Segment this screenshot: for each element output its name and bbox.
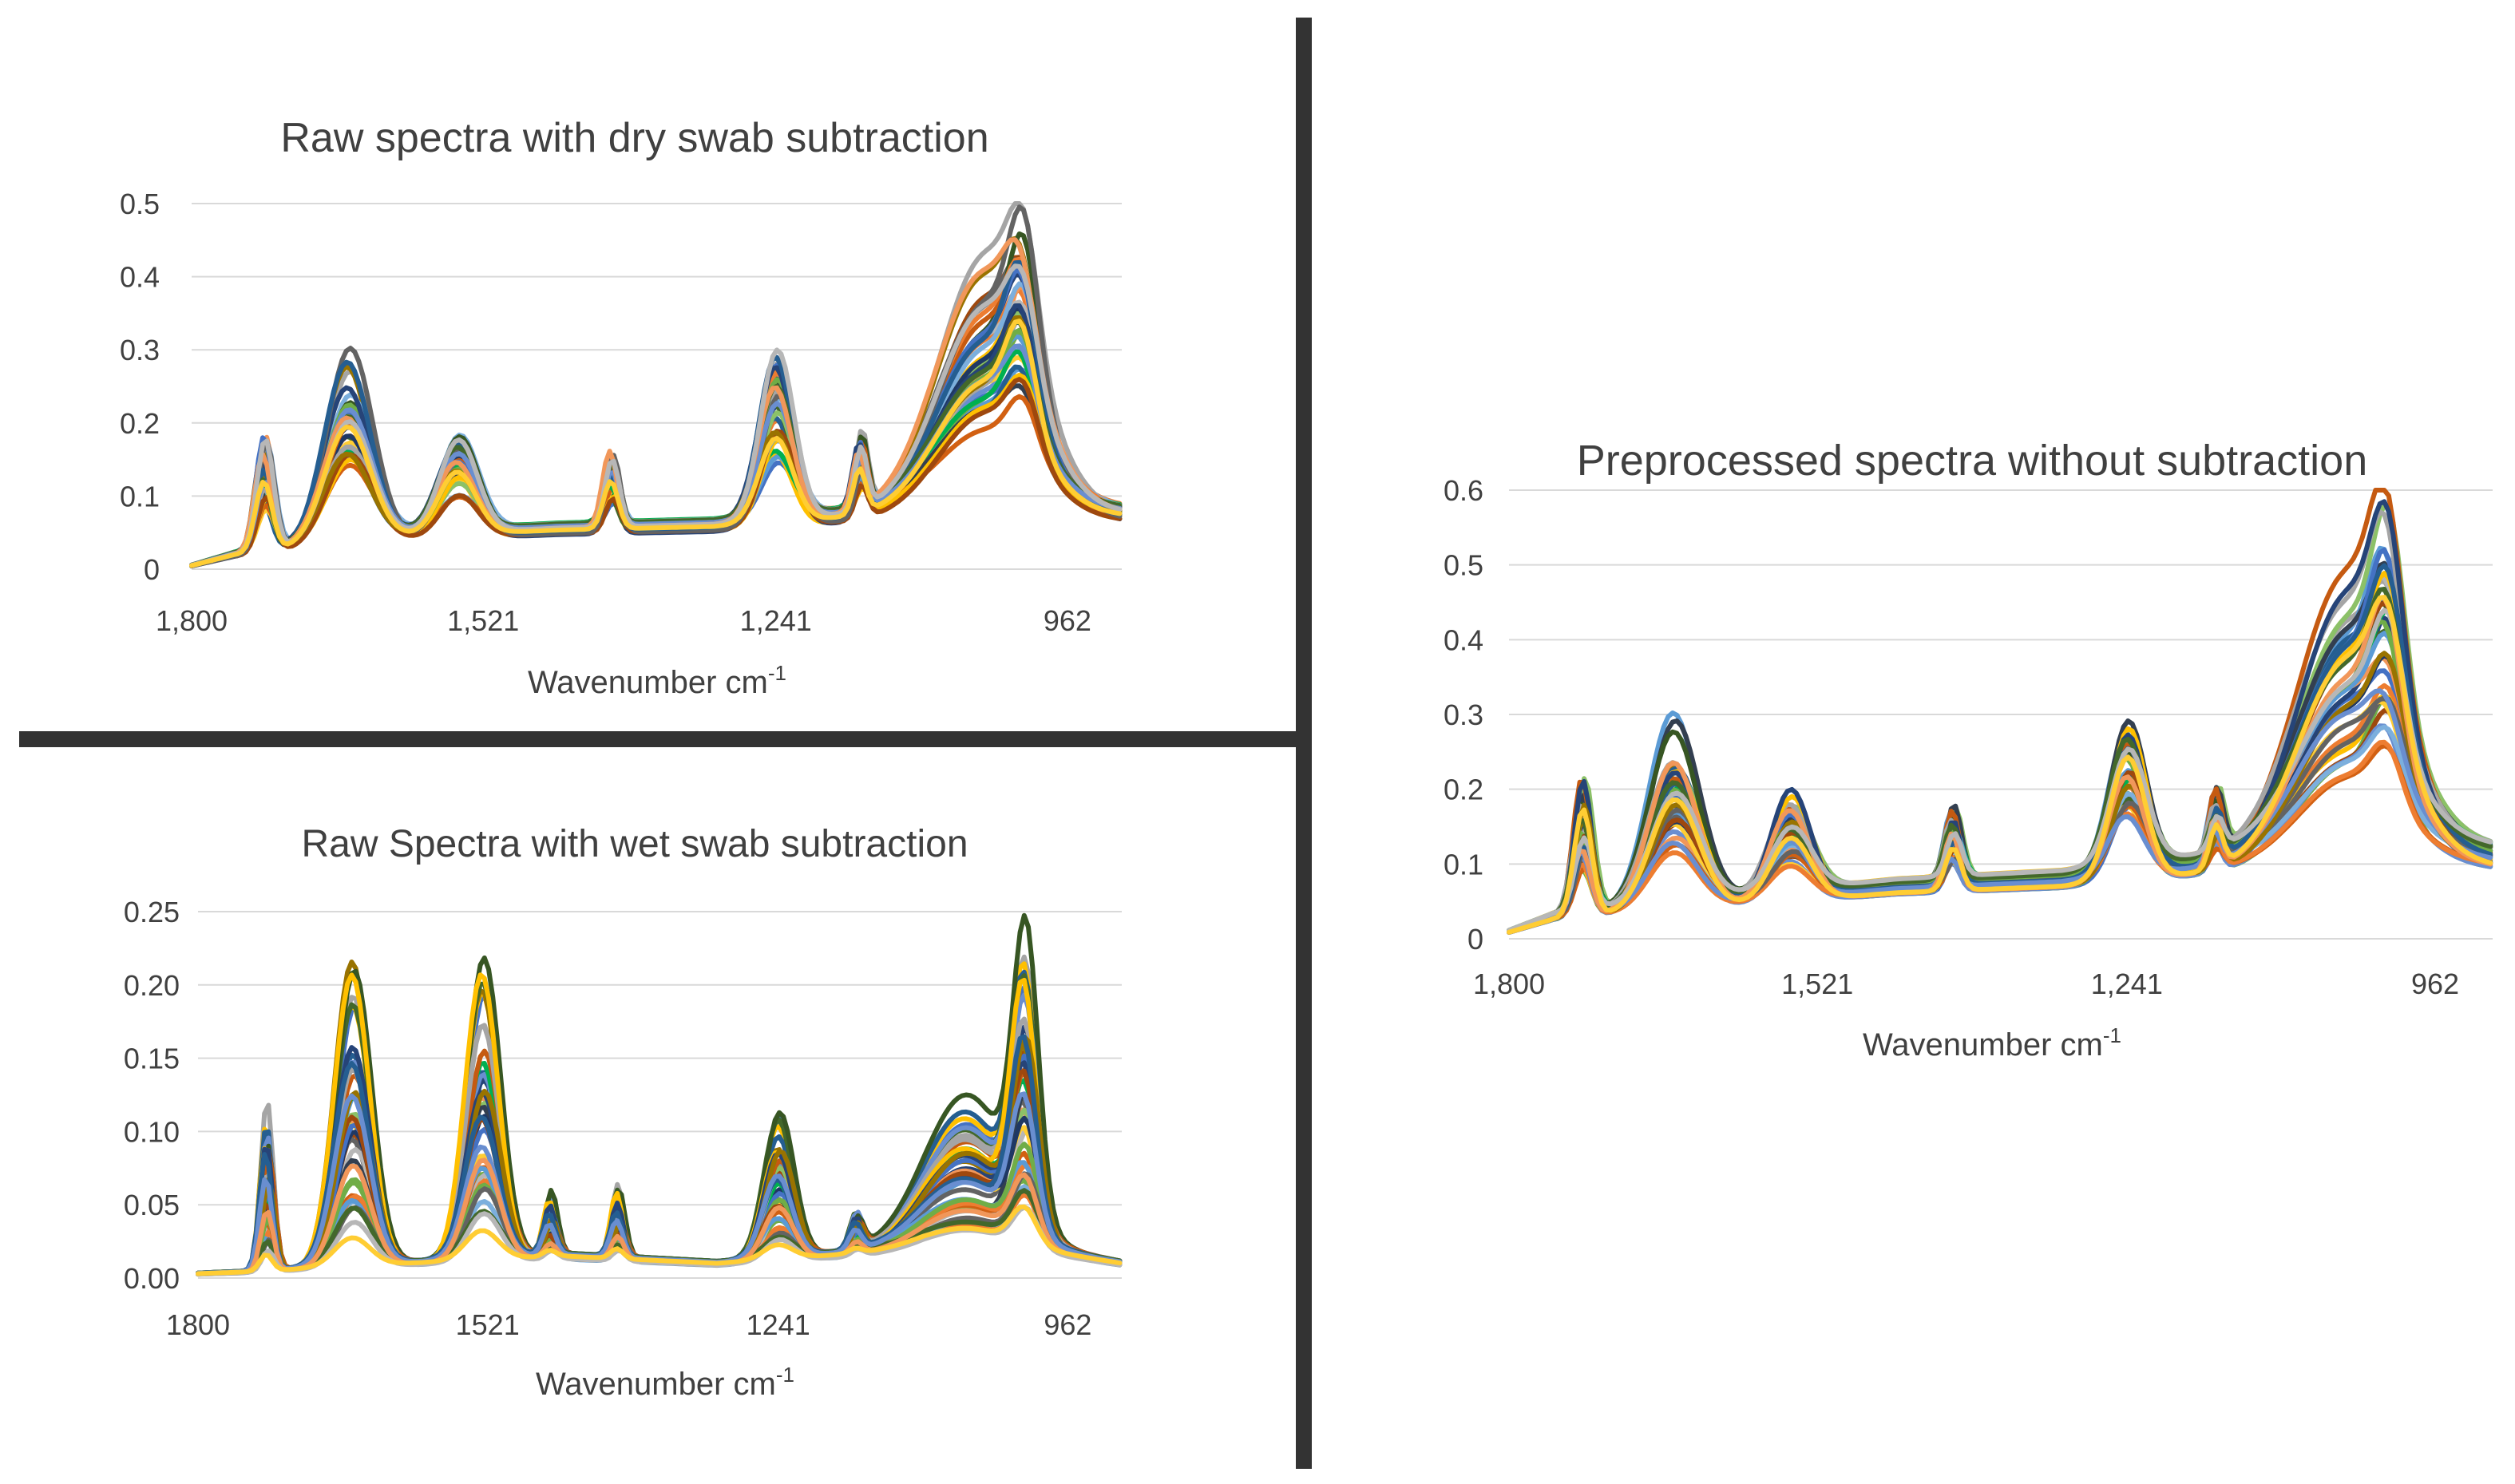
x-tick-label: 1521 — [456, 1308, 520, 1341]
x-tick-label: 1241 — [747, 1308, 810, 1341]
x-tick-label: 1,241 — [2091, 968, 2163, 1000]
x-axis-label: Wavenumber cm-1 — [536, 1363, 794, 1402]
y-tick-label: 0.10 — [124, 1115, 180, 1148]
y-tick-label: 0.00 — [124, 1262, 180, 1295]
chart-title: Raw Spectra with wet swab subtraction — [301, 823, 968, 865]
y-tick-label: 0.1 — [1444, 848, 1483, 881]
y-tick-label: 0.2 — [1444, 774, 1483, 806]
spectrum-line — [1507, 595, 2493, 935]
x-tick-label: 1,521 — [447, 604, 519, 637]
y-tick-label: 0.6 — [1444, 474, 1483, 507]
x-axis-label: Wavenumber cm-1 — [528, 661, 786, 700]
x-tick-label: 1800 — [166, 1308, 230, 1341]
y-tick-label: 0 — [1467, 923, 1483, 956]
spectrum-line — [1507, 607, 2493, 933]
spectrum-line — [196, 1204, 1123, 1276]
y-tick-label: 0 — [144, 553, 160, 586]
y-tick-label: 0.05 — [124, 1189, 180, 1221]
x-axis-label: Wavenumber cm-1 — [1863, 1023, 2121, 1063]
chart-wet-swab: Raw Spectra with wet swab subtraction 0.… — [124, 823, 1123, 1402]
y-tick-label: 0.4 — [120, 261, 160, 294]
y-tick-label: 0.5 — [120, 188, 160, 220]
x-tick-label: 1,521 — [1781, 968, 1853, 1000]
y-tick-label: 0.3 — [120, 334, 160, 366]
x-tick-label: 1,241 — [740, 604, 812, 637]
x-tick-label: 1,800 — [156, 604, 228, 637]
x-tick-label: 962 — [1044, 1308, 1091, 1341]
y-tick-label: 0.15 — [124, 1043, 180, 1075]
x-tick-label: 1,800 — [1473, 968, 1545, 1000]
y-tick-label: 0.5 — [1444, 549, 1483, 582]
y-tick-label: 0.1 — [120, 480, 160, 512]
chart-preprocessed: Preprocessed spectra without subtraction… — [1444, 437, 2493, 1063]
spectrum-line — [1507, 688, 2493, 934]
chart-title: Raw spectra with dry swab subtraction — [280, 115, 988, 161]
x-tick-label: 962 — [1044, 604, 1091, 637]
spectrum-line — [189, 319, 1123, 568]
y-tick-label: 0.20 — [124, 969, 180, 1002]
chart-title: Preprocessed spectra without subtraction — [1577, 437, 2368, 485]
y-tick-label: 0.3 — [1444, 698, 1483, 731]
horizontal-divider — [19, 731, 1296, 747]
y-tick-label: 0.4 — [1444, 623, 1483, 656]
y-tick-label: 0.25 — [124, 896, 180, 928]
vertical-divider — [1296, 18, 1312, 1469]
y-tick-label: 0.2 — [120, 407, 160, 440]
x-tick-label: 962 — [2411, 968, 2459, 1000]
chart-dry-swab: Raw spectra with dry swab subtraction 0 0… — [120, 115, 1123, 700]
